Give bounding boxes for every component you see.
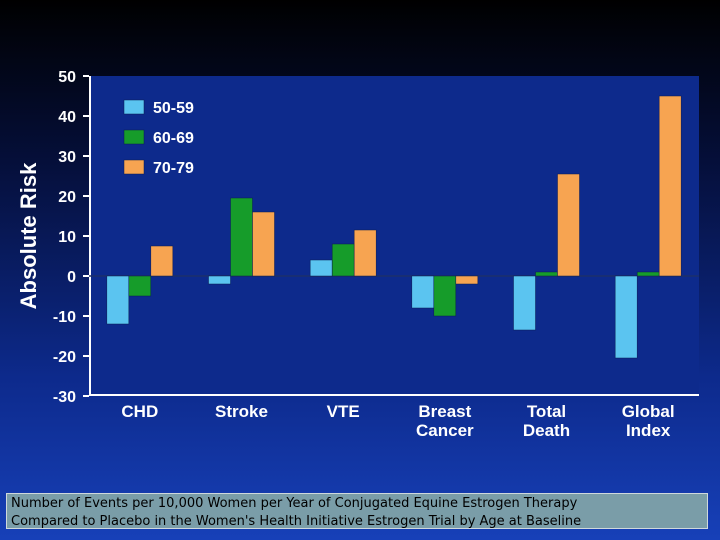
y-tick-label-6: -10 xyxy=(53,309,76,326)
y-tick-label-2: 30 xyxy=(58,149,76,166)
legend-swatch-70-79 xyxy=(123,159,145,175)
y-tick-label-3: 20 xyxy=(58,189,76,206)
x-tick-label-5: Global Index xyxy=(622,402,675,440)
bar-50-59-2 xyxy=(309,259,333,277)
bar-70-79-1 xyxy=(252,211,275,277)
bar-60-69-1 xyxy=(230,197,253,277)
y-tick-label-8: -30 xyxy=(53,389,76,406)
y-tick-label-7: -20 xyxy=(53,349,76,366)
caption-line-1: Number of Events per 10,000 Women per Ye… xyxy=(11,496,578,511)
figure-caption: Number of Events per 10,000 Women per Ye… xyxy=(6,493,708,529)
bar-50-59-1 xyxy=(208,275,231,285)
x-tick-label-2: VTE xyxy=(327,402,360,421)
bar-60-69-3 xyxy=(433,275,457,317)
bar-50-59-5 xyxy=(614,275,638,359)
bar-70-79-3 xyxy=(455,275,479,285)
plot-background xyxy=(91,76,699,394)
y-tick-label-0: 50 xyxy=(58,69,76,86)
legend-label-70-79: 70-79 xyxy=(153,160,194,177)
x-tick-label-4: Total Death xyxy=(523,402,570,440)
legend-label-50-59: 50-59 xyxy=(153,100,194,117)
x-tick-label-1: Stroke xyxy=(215,402,268,421)
bars xyxy=(89,95,699,359)
bar-50-59-4 xyxy=(513,275,536,331)
bar-60-69-4 xyxy=(535,271,558,277)
y-axis-label: Absolute Risk xyxy=(16,162,41,309)
bar-chart: Absolute Risk 50 40 30 20 10 0 -10 -20 -30 CHD St… xyxy=(16,69,699,440)
bar-60-69-2 xyxy=(331,243,355,277)
plot-area xyxy=(89,76,699,396)
bar-50-59-0 xyxy=(106,275,130,325)
bar-60-69-0 xyxy=(128,275,152,297)
y-tick-label-5: 0 xyxy=(67,269,76,286)
bar-50-59-3 xyxy=(411,275,435,309)
bar-70-79-4 xyxy=(557,173,580,277)
x-tick-label-0: CHD xyxy=(121,402,158,421)
legend-label-60-69: 60-69 xyxy=(153,130,194,147)
bar-70-79-0 xyxy=(150,245,174,277)
x-tick-label-3: Breast Cancer xyxy=(416,402,474,440)
legend-swatch-50-59 xyxy=(123,99,145,115)
x-tick-labels: CHD Stroke VTE Breast Cancer Total Death Global… xyxy=(121,402,674,440)
bar-70-79-5 xyxy=(658,95,682,277)
y-tick-label-1: 40 xyxy=(58,109,76,126)
caption-line-2: Compared to Placebo in the Women's Healt… xyxy=(11,514,582,529)
bar-60-69-5 xyxy=(636,271,660,277)
bar-70-79-2 xyxy=(353,229,377,277)
legend: 50-59 60-69 70-79 xyxy=(123,99,194,177)
y-tick-label-4: 10 xyxy=(58,229,76,246)
legend-swatch-60-69 xyxy=(123,129,145,145)
y-tick-labels: 50 40 30 20 10 0 -10 -20 -30 xyxy=(53,69,89,406)
